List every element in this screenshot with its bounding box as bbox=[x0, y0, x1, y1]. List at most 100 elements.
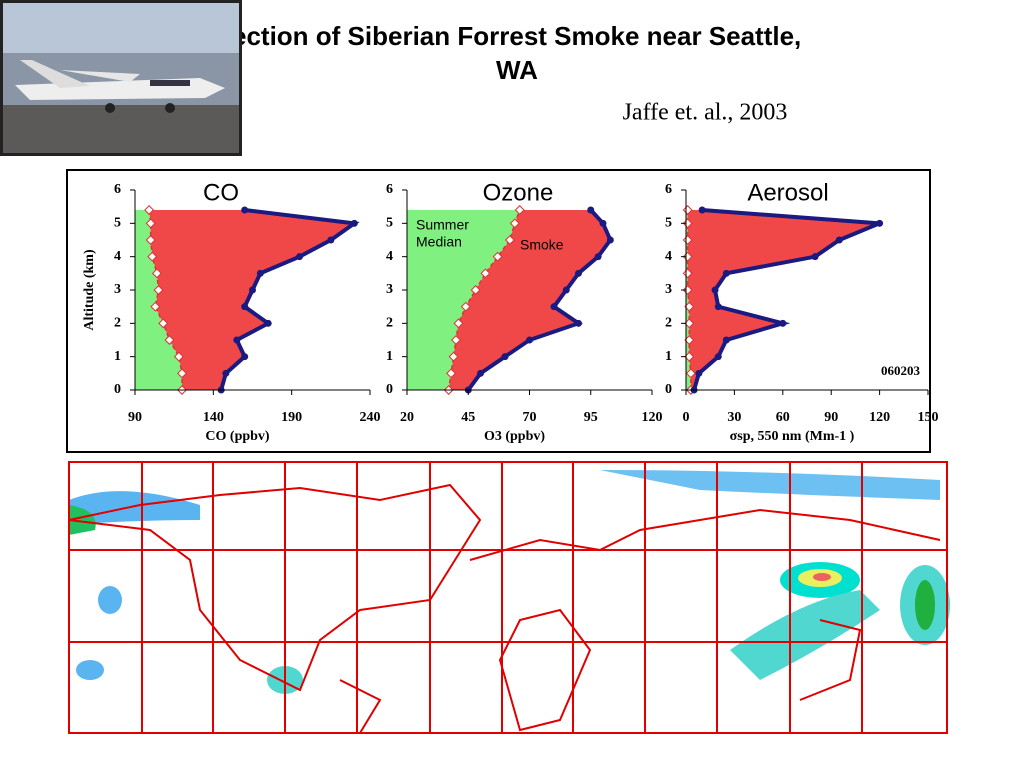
x-tick-label: 95 bbox=[584, 410, 598, 425]
title-line: WA bbox=[496, 55, 538, 85]
smoke-point bbox=[876, 219, 884, 227]
smoke-point bbox=[256, 269, 264, 277]
median-point bbox=[446, 368, 457, 379]
x-axis-label: CO (ppbv) bbox=[205, 429, 270, 444]
median-point bbox=[158, 318, 169, 329]
annotation: Median bbox=[416, 234, 462, 250]
citation: Jaffe et. al., 2003 bbox=[623, 100, 788, 126]
y-tick-label: 2 bbox=[665, 316, 672, 331]
smoke-point bbox=[835, 236, 843, 244]
median-point bbox=[451, 335, 461, 345]
median-point bbox=[150, 301, 161, 312]
y-tick-label: 5 bbox=[386, 216, 393, 231]
x-tick-label: 90 bbox=[824, 410, 838, 425]
median-point bbox=[147, 251, 158, 262]
median-point bbox=[145, 235, 156, 245]
smoke-point bbox=[350, 219, 358, 227]
median-point bbox=[684, 301, 695, 312]
smoke-point bbox=[562, 286, 570, 294]
median-fill bbox=[407, 210, 520, 390]
median-point bbox=[682, 251, 693, 262]
smoke-point bbox=[594, 253, 602, 261]
median-point bbox=[509, 218, 520, 229]
y-tick-label: 3 bbox=[665, 282, 672, 297]
x-axis-label: O3 (ppbv) bbox=[484, 429, 545, 444]
y-tick-label: 2 bbox=[386, 316, 393, 331]
smoke-point bbox=[222, 369, 230, 377]
x-axis-label: σsp, 550 nm (Mm-1 ) bbox=[730, 429, 855, 444]
annotation: 060203 bbox=[881, 363, 921, 378]
y-tick-label: 0 bbox=[386, 382, 393, 397]
y-tick-label: 4 bbox=[386, 249, 393, 264]
x-tick-label: 30 bbox=[727, 410, 741, 425]
y-tick-label: 6 bbox=[386, 182, 393, 197]
median-point bbox=[682, 218, 693, 229]
median-point bbox=[164, 335, 175, 345]
median-point bbox=[682, 235, 693, 245]
x-tick-label: 150 bbox=[918, 410, 939, 425]
smoke-point bbox=[501, 353, 509, 361]
smoke-point bbox=[241, 206, 249, 214]
smoke-point bbox=[296, 253, 303, 261]
smoke-point bbox=[811, 253, 819, 261]
x-tick-label: 70 bbox=[523, 410, 537, 425]
median-point bbox=[684, 351, 695, 362]
x-tick-label: 20 bbox=[400, 410, 414, 425]
median-point bbox=[177, 368, 187, 379]
median-point bbox=[480, 268, 491, 279]
annotation: Summer bbox=[416, 217, 469, 233]
chart-title: Aerosol bbox=[747, 179, 828, 206]
y-tick-label: 4 bbox=[665, 249, 672, 264]
smoke-point bbox=[526, 336, 533, 344]
median-point bbox=[685, 368, 696, 379]
y-tick-label: 5 bbox=[114, 216, 121, 231]
smoke-point bbox=[550, 303, 558, 311]
y-tick-label: 6 bbox=[114, 182, 121, 197]
photo bbox=[0, 0, 242, 156]
x-tick-label: 90 bbox=[128, 410, 142, 425]
smoke-point bbox=[241, 353, 249, 361]
median-point bbox=[514, 205, 525, 215]
x-tick-label: 0 bbox=[683, 410, 690, 425]
smoke-point bbox=[714, 303, 722, 311]
median-point bbox=[173, 351, 184, 362]
smoke-point bbox=[599, 219, 607, 227]
y-tick-label: 5 bbox=[665, 216, 672, 231]
median-point bbox=[144, 205, 155, 215]
chart-title: Ozone bbox=[483, 179, 554, 206]
smoke-line bbox=[692, 208, 881, 391]
median-point bbox=[145, 218, 156, 229]
smoke-point bbox=[698, 206, 706, 214]
smoke-point bbox=[711, 286, 719, 294]
smoke-point bbox=[722, 269, 730, 277]
x-tick-label: 240 bbox=[360, 410, 381, 425]
median-point bbox=[682, 268, 693, 279]
median-point bbox=[492, 251, 503, 262]
smoke-fill bbox=[687, 210, 880, 390]
y-tick-label: 0 bbox=[665, 382, 672, 397]
x-tick-label: 120 bbox=[642, 410, 663, 425]
median-point bbox=[453, 318, 464, 329]
smoke-point bbox=[249, 286, 256, 294]
smoke-point bbox=[327, 236, 335, 244]
median-point bbox=[684, 318, 695, 329]
smoke-point bbox=[477, 369, 484, 377]
smoke-point bbox=[779, 319, 787, 327]
smoke-point bbox=[233, 336, 241, 344]
annotation: Smoke bbox=[520, 237, 564, 253]
y-tick-label: 3 bbox=[114, 282, 121, 297]
x-tick-label: 140 bbox=[203, 410, 224, 425]
y-axis-label: Altitude (km) bbox=[82, 249, 97, 331]
smoke-point bbox=[264, 319, 272, 327]
map bbox=[68, 461, 950, 734]
smoke-point bbox=[695, 369, 703, 377]
median-point bbox=[684, 335, 695, 345]
y-tick-label: 0 bbox=[114, 382, 121, 397]
median-point bbox=[682, 285, 693, 295]
smoke-line bbox=[219, 208, 360, 391]
median-point bbox=[151, 268, 162, 279]
smoke-point bbox=[575, 269, 582, 277]
x-tick-label: 120 bbox=[869, 410, 890, 425]
smoke-point bbox=[575, 319, 582, 327]
x-tick-label: 45 bbox=[461, 410, 475, 425]
